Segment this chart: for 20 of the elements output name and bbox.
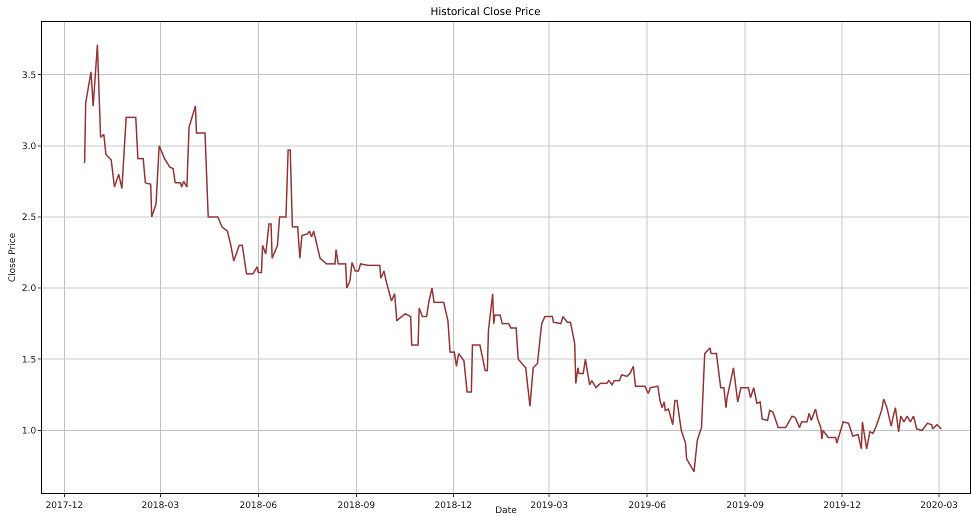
y-tick-label: 3.0 bbox=[22, 142, 36, 152]
x-tick-label: 2019-03 bbox=[530, 500, 568, 511]
y-tick-label: 1.0 bbox=[22, 426, 36, 437]
x-tick-label: 2018-12 bbox=[434, 500, 472, 511]
y-tick-label: 2.0 bbox=[22, 284, 36, 294]
y-axis-title: Close Price bbox=[8, 232, 18, 282]
chart-title: Historical Close Price bbox=[430, 6, 541, 18]
x-tick-label: 2017-12 bbox=[46, 500, 84, 511]
y-tick-label: 3.5 bbox=[22, 70, 36, 81]
x-tick-label: 2018-06 bbox=[239, 500, 278, 511]
y-tick-label: 1.5 bbox=[22, 355, 36, 366]
x-tick-label: 2019-06 bbox=[628, 500, 666, 511]
line-series bbox=[84, 44, 942, 472]
y-tick-label: 2.5 bbox=[22, 213, 36, 224]
x-tick-label: 2018-09 bbox=[338, 500, 376, 511]
x-tick-label: 2019-12 bbox=[823, 500, 861, 511]
x-tick-label: 2020-03 bbox=[920, 500, 958, 511]
x-tick-label: 2018-03 bbox=[141, 500, 180, 511]
x-axis-title: Date bbox=[495, 506, 518, 516]
x-tick-label: 2019-09 bbox=[726, 500, 764, 511]
